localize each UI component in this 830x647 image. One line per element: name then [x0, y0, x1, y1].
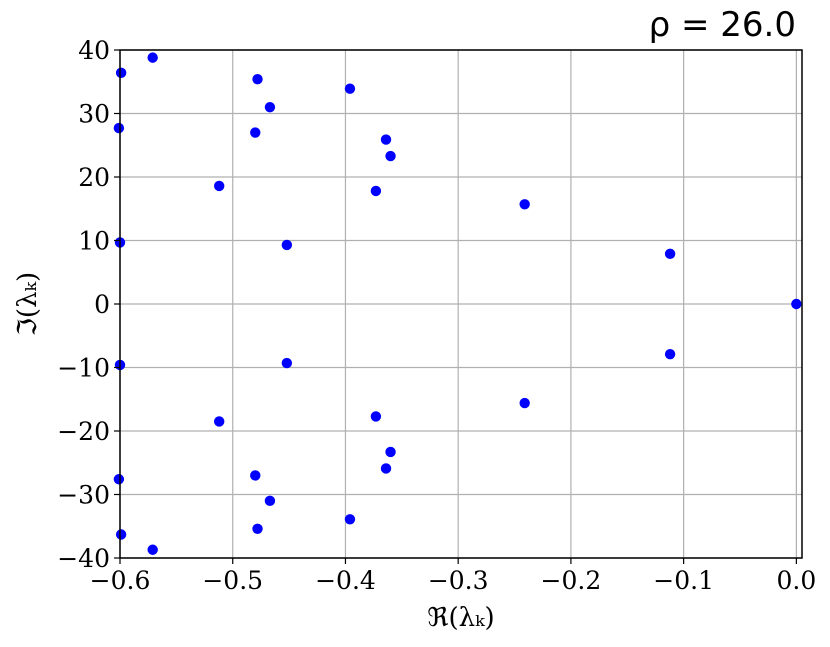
- data-point: [214, 416, 225, 427]
- data-point: [252, 74, 263, 85]
- data-point: [664, 248, 676, 260]
- data-point: [664, 348, 676, 360]
- data-point: [250, 127, 261, 138]
- data-point: [147, 52, 158, 63]
- data-point: [370, 411, 382, 422]
- y-tick-label: 20: [78, 163, 110, 192]
- data-point: [281, 357, 293, 369]
- data-point: [344, 514, 356, 525]
- x-axis-label: ℜ(λₖ): [427, 603, 494, 633]
- data-point: [264, 495, 276, 507]
- x-tick-label: −0.6: [90, 566, 151, 595]
- data-point: [113, 122, 125, 134]
- y-tick-label: 40: [78, 36, 110, 65]
- data-point: [385, 446, 396, 458]
- data-point: [214, 180, 225, 192]
- data-point: [519, 397, 530, 409]
- x-tick-label: −0.4: [315, 566, 376, 595]
- data-point: [519, 199, 530, 210]
- data-point: [264, 101, 276, 113]
- data-point: [380, 463, 392, 474]
- y-axis-ticks: −40 −30 −20 −10 0 10 20 30 40: [57, 36, 120, 573]
- x-tick-label: −0.1: [653, 566, 714, 595]
- data-point: [115, 529, 127, 540]
- data-point: [147, 544, 158, 555]
- data-point: [385, 150, 396, 162]
- x-axis-ticks: −0.6 −0.5 −0.4 −0.3 −0.2 −0.1 0.0: [90, 558, 816, 595]
- x-tick-label: −0.3: [428, 566, 489, 595]
- y-axis-label: ℑ(λₖ): [13, 272, 43, 336]
- y-tick-label: −40: [57, 544, 110, 573]
- data-points: [113, 52, 802, 555]
- grid-lines: [119, 49, 802, 559]
- data-point: [344, 83, 356, 94]
- x-tick-label: −0.2: [541, 566, 602, 595]
- data-point: [370, 185, 382, 197]
- data-point: [115, 67, 127, 79]
- y-tick-label: −20: [57, 417, 110, 446]
- x-tick-label: −0.5: [202, 566, 263, 595]
- y-tick-label: 10: [78, 227, 110, 256]
- y-tick-label: −10: [57, 354, 110, 383]
- data-point: [380, 134, 392, 145]
- data-point: [250, 470, 261, 481]
- y-tick-label: −30: [57, 481, 110, 510]
- data-point: [281, 239, 293, 251]
- y-tick-label: 0: [94, 290, 110, 319]
- y-tick-label: 30: [78, 100, 110, 129]
- chart-title: ρ = 26.0: [649, 5, 796, 45]
- data-point: [791, 298, 802, 310]
- data-point: [252, 523, 263, 534]
- data-point: [113, 474, 125, 485]
- x-tick-label: 0.0: [776, 566, 816, 595]
